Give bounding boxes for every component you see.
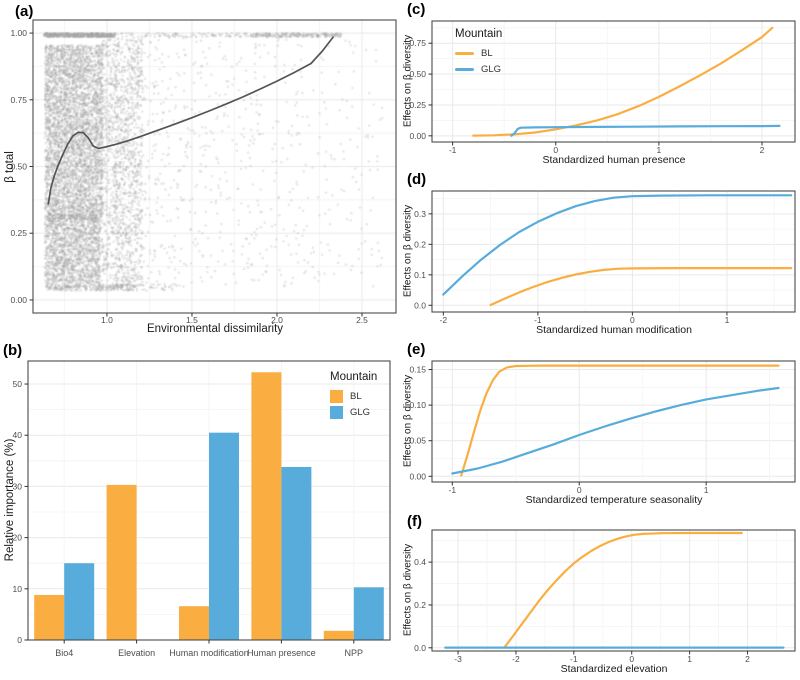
svg-text:0.75: 0.75 [10,95,27,105]
svg-text:1: 1 [657,145,662,155]
panel-b-plot: 0 10 20 30 40 50 Bio4 Elevation Human modificati… [13,360,391,658]
legend-label-glg: GLG [481,63,502,75]
svg-text:30: 30 [13,481,23,491]
panel-a-y-axis-title: β total [4,151,16,183]
panel-a: 0.00 0.25 0.50 0.75 1.00 1.0 1.5 2.0 2.5 (a) Env… [0,0,400,340]
legend-item-glg: GLG [455,61,502,77]
svg-text:0.00: 0.00 [409,131,426,141]
svg-text:Bio4: Bio4 [55,648,73,658]
legend-title: Mountain [330,371,378,383]
svg-text:0.05: 0.05 [409,436,426,446]
svg-text:0: 0 [577,485,582,495]
svg-text:2.0: 2.0 [271,315,283,325]
svg-text:2: 2 [745,654,750,664]
svg-text:-1: -1 [570,654,578,664]
bl-color-swatch [330,389,343,403]
svg-text:0.2: 0.2 [414,600,426,610]
panel-d-y-axis-title: Effects on β diversity [402,204,414,298]
svg-text:Human presence: Human presence [247,648,316,658]
panel-d: 0.0 0.1 0.2 0.3 -2 -1 0 1 (d) Standardized huma… [400,170,800,340]
svg-text:0: 0 [17,635,22,645]
svg-text:40: 40 [13,430,23,440]
legend-item-bl: BL [455,45,502,61]
panel-c: 0.00 0.25 0.50 0.75 -1 0 1 2 (c) Standardized h… [400,0,800,170]
legend-item-bl: BL [330,388,377,404]
legend-title: Mountain [455,28,503,40]
legend-label-glg: GLG [350,406,371,418]
svg-text:0.00: 0.00 [10,295,27,305]
glg-color-swatch [330,405,343,419]
panel-d-plot: 0.0 0.1 0.2 0.3 -2 -1 0 1 [414,190,796,325]
panel-e: 0.00 0.05 0.10 0.15 -1 0 1 (e) Standardized te… [400,340,800,510]
svg-text:-1: -1 [534,315,542,325]
svg-text:0: 0 [553,145,558,155]
panel-f-label: (f) [407,513,422,530]
panel-f-plot: 0.0 0.2 0.4 -3 -2 -1 0 1 2 [414,529,796,664]
panel-e-label: (e) [407,341,426,358]
panel-b: 0 10 20 30 40 50 Bio4 Elevation Human modificati… [0,340,400,680]
svg-text:0.3: 0.3 [414,209,426,219]
svg-text:-2: -2 [440,315,448,325]
panel-c-y-axis-title: Effects on β diversity [402,34,414,128]
panel-a-label: (a) [15,3,34,20]
svg-text:-2: -2 [512,654,520,664]
svg-text:0.2: 0.2 [414,239,426,249]
panel-e-y-axis-title: Effects on β diversity [402,374,414,468]
panel-a-x-axis-title: Environmental dissimilarity [146,323,284,335]
svg-text:0.10: 0.10 [409,400,426,410]
svg-text:0.25: 0.25 [409,100,426,110]
scatter-points-layer [0,0,400,340]
svg-text:0.75: 0.75 [409,38,426,48]
panel-b-label: (b) [3,342,23,359]
legend-mountain-bars: Mountain BL GLG [330,371,377,420]
svg-text:Human modification: Human modification [169,648,249,658]
svg-text:-1: -1 [449,485,457,495]
svg-text:0.0: 0.0 [414,643,426,653]
panel-d-label: (d) [407,171,427,188]
svg-text:1: 1 [687,654,692,664]
legend-label-bl: BL [481,47,493,59]
svg-text:0: 0 [629,654,634,664]
legend-mountain-lines: Mountain BL GLG [455,28,502,77]
svg-text:1: 1 [704,485,709,495]
svg-text:0.25: 0.25 [10,228,27,238]
panel-a-plot: 0.00 0.25 0.50 0.75 1.00 1.0 1.5 2.0 2.5 [10,19,397,325]
panel-c-label: (c) [407,1,426,18]
svg-text:0.4: 0.4 [414,557,426,567]
svg-text:1.5: 1.5 [186,315,198,325]
svg-text:Elevation: Elevation [118,648,155,658]
panel-f-y-axis-title: Effects on β diversity [402,543,414,637]
svg-text:-3: -3 [454,654,462,664]
svg-text:2.5: 2.5 [356,315,368,325]
svg-text:1.0: 1.0 [101,315,113,325]
svg-text:0.50: 0.50 [10,162,27,172]
panel-b-y-axis-title: Relative importance (%) [4,438,16,562]
panel-f-x-axis-title: Standardized elevation [560,663,668,675]
svg-text:1.00: 1.00 [10,28,27,38]
svg-text:2: 2 [760,145,765,155]
panel-e-x-axis-title: Standardized temperature seasonality [525,494,703,506]
legend-item-glg: GLG [330,404,377,420]
svg-text:-1: -1 [449,145,457,155]
panel-c-plot: 0.00 0.25 0.50 0.75 -1 0 1 2 [409,20,796,155]
panel-e-plot: 0.00 0.05 0.10 0.15 -1 0 1 [409,360,796,495]
panel-c-x-axis-title: Standardized human presence [542,154,686,166]
svg-text:0.50: 0.50 [409,69,426,79]
svg-text:0.0: 0.0 [414,300,426,310]
svg-text:20: 20 [13,533,23,543]
svg-text:NPP: NPP [345,648,364,658]
svg-text:1: 1 [725,315,730,325]
panel-d-x-axis-title: Standardized human modification [536,324,692,336]
bl-line-swatch [455,51,474,55]
svg-text:0.15: 0.15 [409,365,426,375]
svg-text:0.1: 0.1 [414,270,426,280]
svg-text:0: 0 [630,315,635,325]
legend-label-bl: BL [350,390,362,402]
svg-text:50: 50 [13,379,23,389]
glg-line-swatch [455,67,474,71]
svg-text:10: 10 [13,584,23,594]
panel-f: 0.0 0.2 0.4 -3 -2 -1 0 1 2 (f) Standardized elev… [400,510,800,680]
svg-text:0.00: 0.00 [409,471,426,481]
